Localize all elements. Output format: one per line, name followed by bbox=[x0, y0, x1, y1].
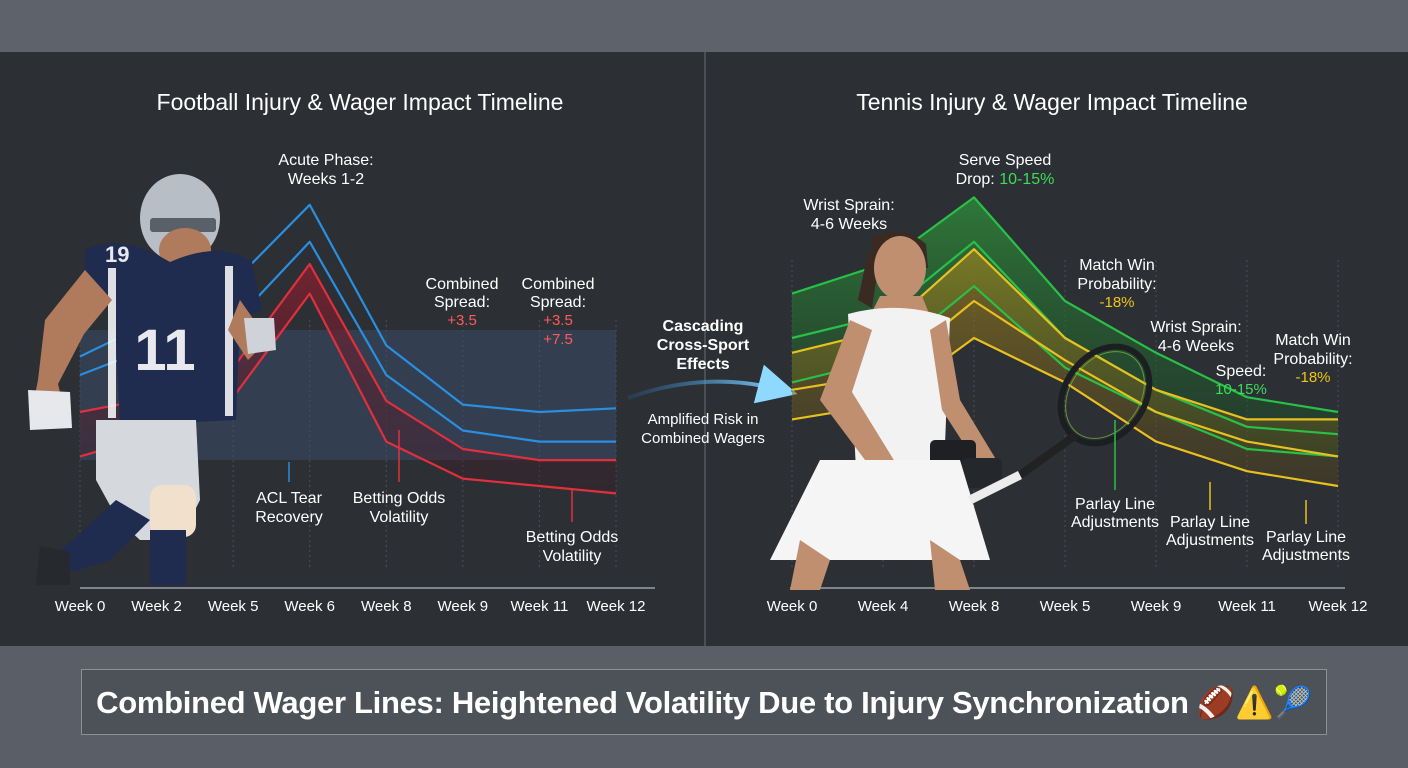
x-tick-label: Week 9 bbox=[438, 598, 489, 615]
parlay-2-label: Parlay Line bbox=[1170, 514, 1250, 531]
x-tick-label: Week 11 bbox=[511, 598, 569, 615]
parlay-3-sub: Adjustments bbox=[1262, 547, 1350, 564]
combined-spread-2-value-2: +7.5 bbox=[543, 331, 573, 348]
wrist-sprain-1-label: Wrist Sprain: bbox=[803, 197, 894, 214]
x-tick-label: Week 11 bbox=[1218, 598, 1276, 615]
acute-phase-label: Acute Phase: bbox=[278, 152, 373, 169]
parlay-2-sub: Adjustments bbox=[1166, 532, 1254, 549]
x-tick-label: Week 6 bbox=[284, 598, 335, 615]
x-tick-label: Week 0 bbox=[55, 598, 106, 615]
betting-odds-2-label: Betting Odds bbox=[526, 529, 619, 546]
x-tick-label: Week 8 bbox=[949, 598, 1000, 615]
x-tick-label: Week 12 bbox=[587, 598, 646, 615]
tennis-player-figure bbox=[770, 231, 1153, 590]
betting-odds-1-label: Betting Odds bbox=[353, 490, 446, 507]
summary-banner: Combined Wager Lines: Heightened Volatil… bbox=[81, 669, 1327, 735]
combined-spread-1-sub: Spread: bbox=[434, 294, 490, 311]
cascading-label: Cascading bbox=[663, 318, 744, 335]
football-red-area bbox=[80, 264, 616, 494]
combined-spread-1-label: Combined bbox=[426, 276, 499, 293]
wrist-sprain-1-weeks: 4-6 Weeks bbox=[811, 216, 887, 233]
x-tick-label: Week 9 bbox=[1131, 598, 1182, 615]
acute-phase-weeks: Weeks 1-2 bbox=[288, 171, 364, 188]
match-win-1-value: -18% bbox=[1099, 294, 1134, 311]
parlay-1-sub: Adjustments bbox=[1071, 514, 1159, 531]
effects-label: Effects bbox=[676, 356, 729, 373]
x-tick-label: Week 0 bbox=[767, 598, 818, 615]
combined-spread-2-value-1: +3.5 bbox=[543, 312, 573, 329]
parlay-3-label: Parlay Line bbox=[1266, 529, 1346, 546]
match-win-1-label: Match Win bbox=[1079, 257, 1155, 274]
serve-drop-value: 10-15% bbox=[999, 171, 1054, 188]
speed-label: Speed: bbox=[1216, 363, 1267, 380]
svg-text:19: 19 bbox=[105, 242, 129, 267]
charts-canvas: Football Injury & Wager Impact Timeline … bbox=[28, 52, 1368, 646]
combined-spread-1-value: +3.5 bbox=[447, 312, 477, 329]
combined-wagers-label: Combined Wagers bbox=[641, 430, 765, 447]
match-win-1-sub: Probability: bbox=[1077, 276, 1156, 293]
top-bar bbox=[0, 0, 1408, 52]
center-connector: Cascading Cross-Sport Effects Amplified … bbox=[627, 318, 798, 447]
x-tick-label: Week 12 bbox=[1309, 598, 1368, 615]
football-annotations: Acute Phase: Weeks 1-2 Combined Spread: … bbox=[255, 152, 618, 565]
betting-odds-1-sub: Volatility bbox=[370, 509, 429, 526]
acl-tear-label: ACL Tear bbox=[256, 490, 322, 507]
football-tick-labels: Week 0 Week 2 Week 5 Week 6 Week 8 Week 9 Week… bbox=[55, 598, 646, 615]
tennis-chart-title: Tennis Injury & Wager Impact Timeline bbox=[856, 89, 1248, 115]
charts-panel: Football Injury & Wager Impact Timeline … bbox=[0, 52, 1408, 646]
summary-banner-text: Combined Wager Lines: Heightened Volatil… bbox=[96, 684, 1312, 720]
serve-speed-label: Serve Speed bbox=[959, 152, 1052, 169]
combined-spread-2-sub: Spread: bbox=[530, 294, 586, 311]
tennis-green-area bbox=[792, 197, 1338, 457]
tennis-tick-labels: Week 0 Week 4 Week 8 Week 5 Week 9 Week 11 Wee… bbox=[767, 598, 1368, 615]
wrist-sprain-2-weeks: 4-6 Weeks bbox=[1158, 338, 1234, 355]
x-tick-label: Week 5 bbox=[1040, 598, 1091, 615]
serve-drop-prefix: Drop: bbox=[956, 171, 1000, 188]
svg-text:11: 11 bbox=[134, 318, 195, 383]
acl-tear-sub: Recovery bbox=[255, 509, 323, 526]
football-player-figure: 11 19 bbox=[28, 174, 276, 585]
parlay-1-label: Parlay Line bbox=[1075, 496, 1155, 513]
wrist-sprain-2-label: Wrist Sprain: bbox=[1150, 319, 1241, 336]
amplified-risk-label: Amplified Risk in bbox=[648, 411, 759, 428]
cross-sport-arrow-icon bbox=[627, 364, 798, 404]
tennis-annotations: Wrist Sprain: 4-6 Weeks Serve Speed Drop… bbox=[803, 152, 1352, 564]
speed-value: 10-15% bbox=[1215, 381, 1267, 398]
match-win-2-value: -18% bbox=[1295, 369, 1330, 386]
x-tick-label: Week 4 bbox=[858, 598, 909, 615]
x-tick-label: Week 5 bbox=[208, 598, 259, 615]
x-tick-label: Week 8 bbox=[361, 598, 412, 615]
match-win-2-label: Match Win bbox=[1275, 332, 1351, 349]
serve-speed-drop: Drop: 10-15% bbox=[956, 171, 1055, 188]
x-tick-label: Week 2 bbox=[131, 598, 182, 615]
match-win-2-sub: Probability: bbox=[1273, 351, 1352, 368]
combined-spread-2-label: Combined bbox=[522, 276, 595, 293]
cross-sport-label: Cross-Sport bbox=[657, 337, 750, 354]
betting-odds-2-sub: Volatility bbox=[543, 548, 602, 565]
football-chart-title: Football Injury & Wager Impact Timeline bbox=[157, 89, 564, 115]
